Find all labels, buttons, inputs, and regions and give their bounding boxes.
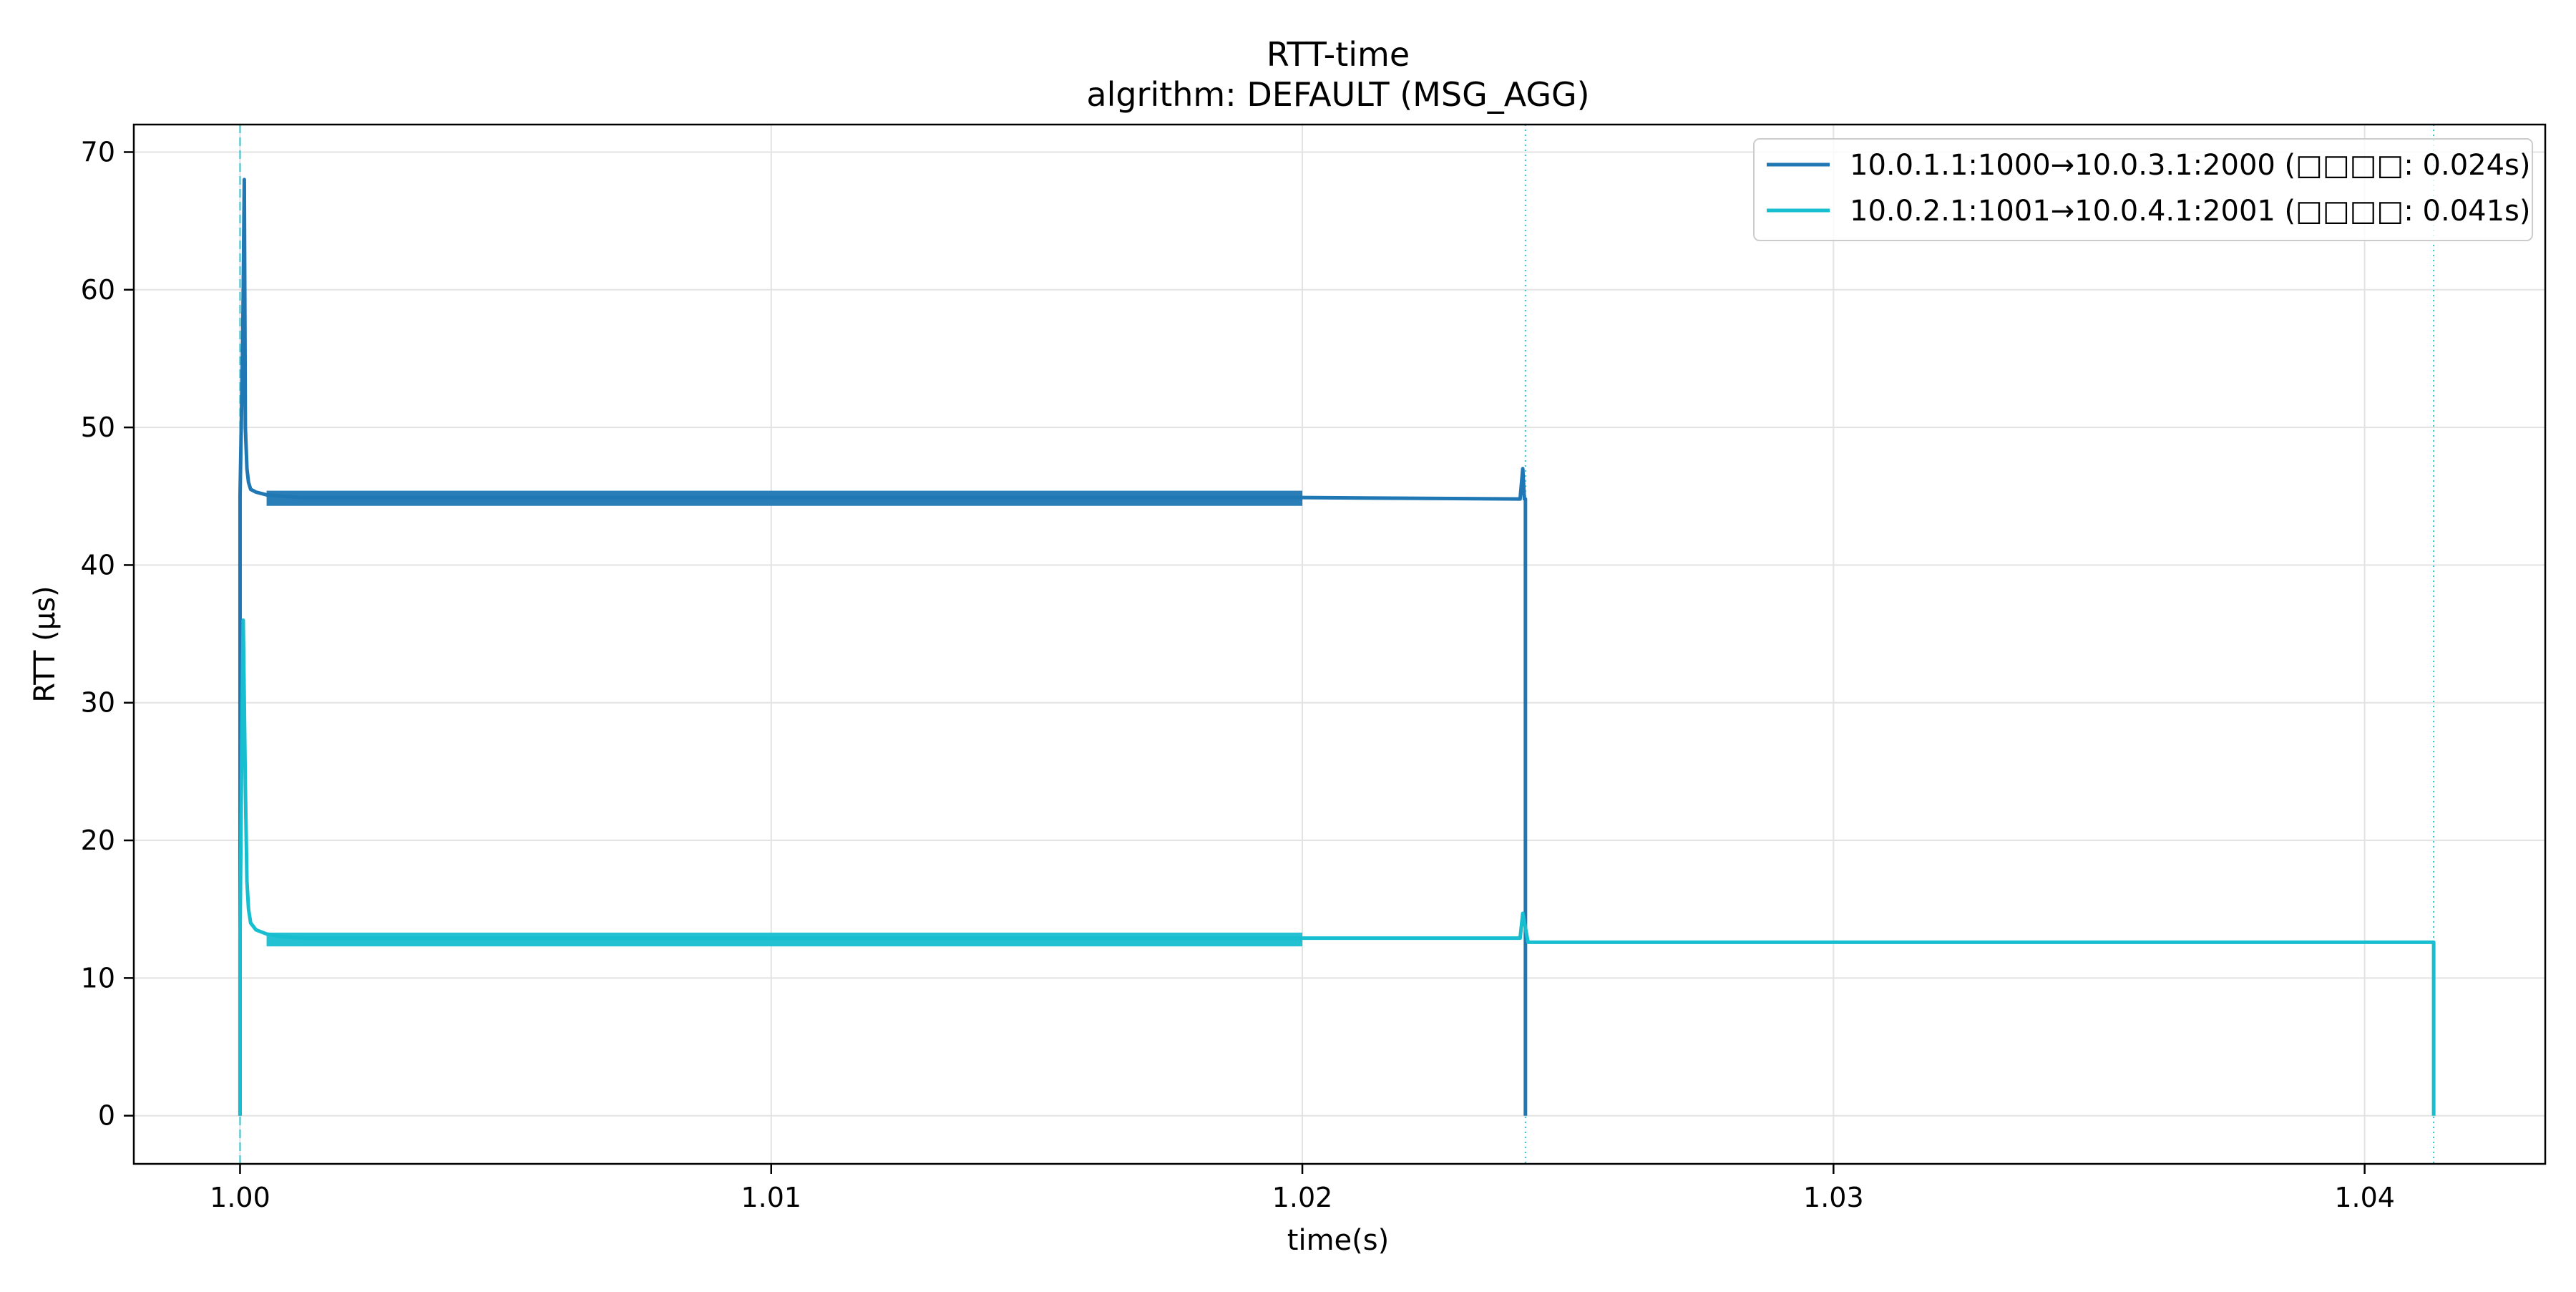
y-tick-label: 40 (81, 549, 115, 581)
legend-label-series-2: 10.0.2.1:1001→10.0.4.1:2001 (□□□□: 0.041… (1850, 195, 2530, 228)
y-tick-label: 60 (81, 274, 115, 306)
series-layer (238, 178, 2436, 1116)
y-tick-label: 20 (81, 825, 115, 856)
x-tick-label: 1.03 (1803, 1182, 1864, 1213)
legend-box (1753, 138, 2533, 241)
x-axis-ticks: 1.00 1.01 1.02 1.03 1.04 (210, 1164, 2395, 1213)
x-tick-label: 1.01 (741, 1182, 801, 1213)
y-tick-label: 30 (81, 687, 115, 719)
chart-subtitle: algrithm: DEFAULT (MSG_AGG) (1086, 75, 1589, 114)
y-axis-label: RTT (μs) (29, 586, 62, 702)
y-axis-ticks: 0 10 20 30 40 50 60 70 (81, 136, 134, 1132)
plot-frame (132, 123, 2547, 1165)
legend: 10.0.1.1:1000→10.0.3.1:2000 (□□□□: 0.024… (1753, 138, 2533, 241)
grid-layer (134, 125, 2545, 1164)
y-tick-label: 0 (98, 1100, 115, 1132)
chart-title: RTT-time (1267, 35, 1410, 74)
y-tick-label: 50 (81, 412, 115, 443)
y-tick-label: 70 (81, 136, 115, 167)
x-tick-label: 1.00 (210, 1182, 270, 1213)
x-tick-label: 1.04 (2334, 1182, 2395, 1213)
series-line-2 (238, 618, 2436, 1116)
x-tick-label: 1.02 (1272, 1182, 1333, 1213)
y-tick-label: 10 (81, 962, 115, 994)
series-line-1 (238, 178, 1528, 1116)
x-axis-label: time(s) (1287, 1224, 1389, 1257)
legend-label-series-1: 10.0.1.1:1000→10.0.3.1:2000 (□□□□: 0.024… (1850, 149, 2530, 182)
